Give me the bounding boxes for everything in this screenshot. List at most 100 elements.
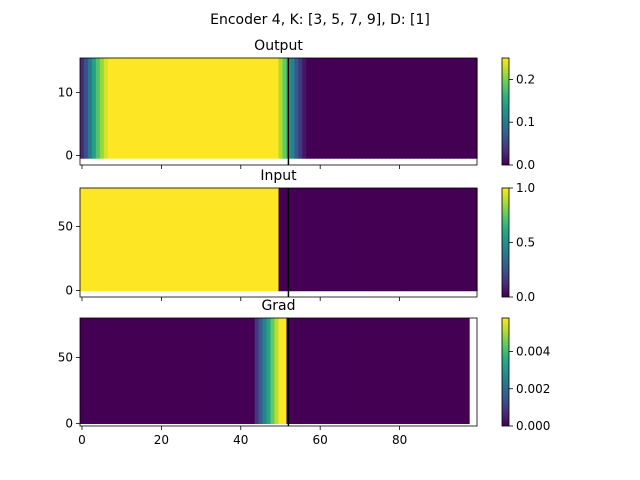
heatmap-cell (179, 318, 184, 425)
heatmap-cell (163, 318, 168, 425)
heatmap-cell (242, 58, 248, 159)
heatmap-cell (465, 188, 470, 292)
heatmap-cell (262, 58, 268, 159)
heatmap-cell (131, 188, 137, 292)
heatmap-cell (203, 188, 208, 292)
heatmap-cell (91, 318, 97, 425)
heatmap-cell (266, 58, 272, 159)
heatmap-cell (266, 188, 272, 292)
heatmap-cell (151, 58, 157, 159)
heatmap-cell (214, 58, 220, 159)
heatmap-cell (457, 188, 462, 292)
heatmap-cell (365, 318, 371, 425)
heatmap-cell (135, 58, 141, 159)
heatmap-cell (262, 318, 268, 425)
heatmap-cell (437, 58, 442, 159)
colorbar-gradient (502, 58, 509, 165)
heatmap-cell (429, 318, 434, 425)
heatmap-cell (357, 318, 363, 425)
heatmap-cell (155, 318, 160, 425)
heatmap-cell (409, 318, 415, 425)
heatmap-cell (103, 58, 109, 159)
heatmap-cell (409, 188, 415, 292)
heatmap-cell (119, 188, 125, 292)
heatmap-cell (83, 318, 89, 425)
heatmap-cell (207, 318, 212, 425)
heatmap-cell (238, 188, 244, 292)
heatmap-cell (441, 188, 446, 292)
heatmap-cell (361, 188, 367, 292)
heatmap-cell (171, 58, 176, 159)
heatmap-cell (262, 188, 268, 292)
heatmap-cell (306, 318, 311, 425)
heatmap-cell (159, 318, 164, 425)
heatmap-cell (270, 318, 276, 425)
heatmap-cell (282, 318, 288, 425)
heatmap-cell (314, 318, 319, 425)
heatmap-cell (449, 318, 454, 425)
heatmap-cell (80, 58, 85, 159)
heatmap-cell (338, 58, 343, 159)
heatmap-cell (139, 58, 145, 159)
colorbar-tick-label: 0.2 (516, 72, 535, 86)
heatmap-cell (338, 318, 343, 425)
heatmap-cell (409, 58, 415, 159)
heatmap-cell (357, 188, 363, 292)
heatmap-cell (461, 318, 466, 425)
heatmap-cell (103, 188, 109, 292)
heatmap-cell (298, 188, 303, 292)
heatmap-cell (211, 58, 216, 159)
heatmap-cell (290, 318, 295, 425)
heatmap-cell (441, 318, 446, 425)
heatmap-cell (175, 318, 180, 425)
heatmap-cell (127, 188, 133, 292)
heatmap-cell (405, 318, 411, 425)
heatmap-cell (473, 188, 478, 292)
heatmap-cell (290, 188, 295, 292)
heatmap-cell (449, 188, 454, 292)
heatmap-cell (274, 58, 280, 159)
heatmap-cell (429, 188, 434, 292)
heatmap-cell (334, 318, 339, 425)
heatmap-cell (115, 58, 121, 159)
heatmap-cell (131, 58, 137, 159)
y-tick-label: 10 (58, 86, 73, 100)
heatmap-cell (195, 318, 200, 425)
heatmap-cell (211, 188, 216, 292)
heatmap-cell (234, 318, 240, 425)
colorbar-tick-label: 0.004 (516, 345, 550, 359)
heatmap-cell (167, 318, 172, 425)
heatmap-cell (365, 188, 371, 292)
heatmap-cell (83, 58, 89, 159)
heatmap-cell (322, 58, 327, 159)
heatmap-cell (80, 188, 85, 292)
y-tick-label: 0 (65, 416, 73, 430)
heatmap-cell (155, 58, 160, 159)
heatmap-cell (175, 58, 180, 159)
heatmap-cell (278, 318, 284, 425)
heatmap-cell (421, 58, 426, 159)
heatmap-cell (250, 58, 256, 159)
figure-suptitle: Encoder 4, K: [3, 5, 7, 9], D: [1] (210, 12, 430, 28)
heatmap-cell (421, 318, 426, 425)
heatmap-cell (107, 188, 113, 292)
heatmap-cell (147, 58, 153, 159)
heatmap-cell (159, 58, 164, 159)
heatmap-cell (417, 188, 423, 292)
heatmap-cell (445, 188, 450, 292)
heatmap-cell (322, 318, 327, 425)
heatmap-cell (365, 58, 371, 159)
x-tick-label: 80 (392, 433, 407, 447)
heatmap-cell (405, 58, 411, 159)
heatmap-cell (310, 188, 315, 292)
heatmap-cell (369, 58, 375, 159)
heatmap-cell (254, 188, 260, 292)
heatmap-cell (445, 318, 450, 425)
colorbar-tick-label: 0.002 (516, 382, 550, 396)
heatmap-cell (131, 318, 137, 425)
heatmap-cell (258, 318, 264, 425)
heatmap-cell (119, 58, 125, 159)
heatmap-cell (242, 188, 248, 292)
heatmap-cell (377, 318, 383, 425)
